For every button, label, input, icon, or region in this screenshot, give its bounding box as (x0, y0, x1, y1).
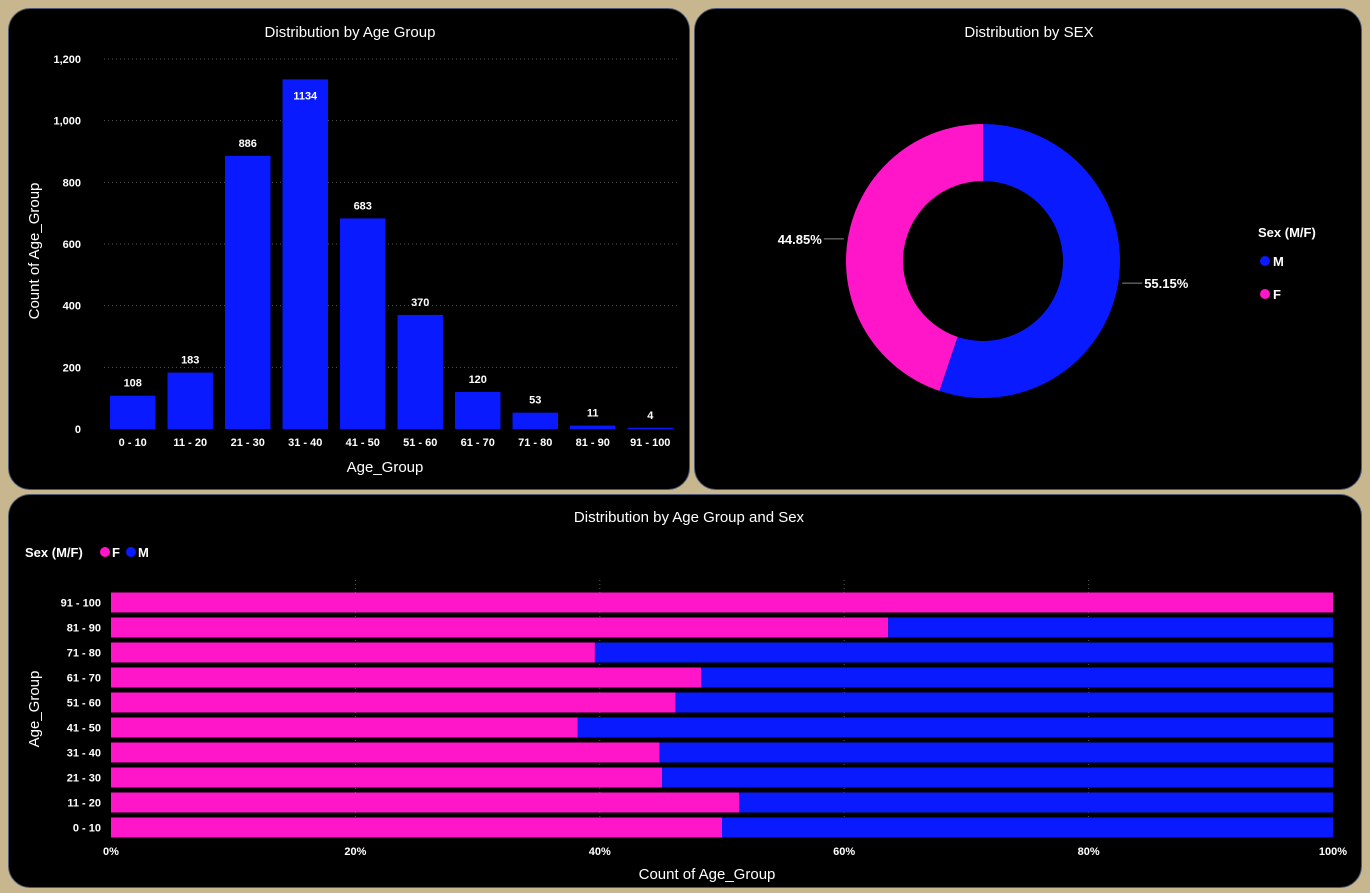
bar (512, 412, 558, 429)
slice-label: 44.85% (778, 232, 823, 247)
legend-title: Sex (M/F) (25, 545, 83, 560)
legend-entry: M (1273, 254, 1284, 269)
bar-segment-m (722, 817, 1333, 838)
x-axis-label: Count of Age_Group (639, 866, 776, 883)
sex-donut-chart: Distribution by SEX 55.15% 44.85% Sex (M/… (778, 24, 1316, 398)
age-group-chart-panel: Distribution by Age Group 0 200 400 600 800 1… (8, 8, 690, 490)
x-tick-label: 11 - 20 (173, 437, 207, 449)
y-tick-label: 31 - 40 (67, 748, 101, 760)
bar (225, 155, 271, 430)
legend-entry: F (112, 545, 120, 560)
x-tick-label: 21 - 30 (231, 437, 265, 449)
x-tick-label: 40% (589, 846, 611, 858)
age-group-bar-chart: Distribution by Age Group 0 200 400 600 800 1… (26, 24, 679, 476)
y-tick-label: 800 (63, 177, 81, 189)
bar-segment-f (111, 592, 1333, 613)
data-label: 183 (181, 355, 199, 367)
x-tick-label: 51 - 60 (403, 437, 437, 449)
x-tick-label: 0% (103, 846, 119, 858)
age-sex-stacked-chart-panel: Distribution by Age Group and Sex Sex (M… (8, 494, 1362, 888)
legend-marker (1260, 289, 1270, 299)
y-tick-label: 11 - 20 (67, 798, 101, 810)
y-tick-label: 51 - 60 (67, 698, 101, 710)
bar-segment-m (739, 792, 1333, 813)
bar (627, 427, 673, 429)
legend-marker (1260, 256, 1270, 266)
bar (397, 314, 443, 429)
bar-segment-f (111, 742, 660, 763)
bar-segment-f (111, 642, 595, 663)
y-axis-label: Count of Age_Group (26, 183, 43, 320)
data-label: 4 (647, 410, 654, 422)
data-label: 683 (354, 200, 372, 212)
bar-segment-m (594, 642, 1333, 663)
bar-segment-f (111, 667, 702, 688)
bar-segment-f (111, 792, 740, 813)
x-axis-label: Age_Group (347, 459, 424, 476)
data-label: 120 (469, 374, 487, 386)
legend-marker (100, 547, 110, 557)
y-tick-label: 400 (63, 301, 81, 313)
bar (167, 372, 213, 429)
donut-slice-m (939, 124, 1120, 398)
age-sex-stacked-bar-chart: Distribution by Age Group and Sex Sex (M… (25, 509, 1347, 883)
slice-label: 55.15% (1144, 276, 1189, 291)
y-tick-label: 21 - 30 (67, 773, 101, 785)
legend-title: Sex (M/F) (1258, 225, 1316, 240)
bar-segment-m (659, 742, 1333, 763)
legend-entry: M (138, 545, 149, 560)
x-tick-label: 80% (1078, 846, 1100, 858)
bar (110, 395, 156, 429)
x-tick-label: 60% (833, 846, 855, 858)
bar (340, 218, 386, 429)
bar-segment-m (662, 767, 1333, 788)
y-axis-label: Age_Group (26, 671, 43, 748)
y-tick-label: 0 - 10 (73, 823, 101, 835)
y-tick-label: 91 - 100 (61, 598, 101, 610)
chart-title: Distribution by SEX (964, 24, 1093, 41)
bar-segment-f (111, 692, 676, 713)
bar (455, 392, 501, 429)
data-label: 370 (411, 297, 429, 309)
data-label: 11 (587, 408, 599, 420)
x-tick-label: 81 - 90 (576, 437, 610, 449)
y-tick-label: 61 - 70 (67, 673, 101, 685)
x-tick-label: 61 - 70 (461, 437, 495, 449)
y-tick-label: 1,000 (53, 116, 81, 128)
bar-segment-m (888, 617, 1333, 638)
chart-title: Distribution by Age Group and Sex (574, 509, 805, 526)
bar-segment-f (111, 817, 722, 838)
data-label: 886 (239, 138, 257, 150)
donut-slice-f (846, 123, 983, 391)
bar (570, 425, 616, 429)
y-tick-label: 1,200 (53, 54, 81, 66)
bar-segment-m (701, 667, 1333, 688)
x-tick-label: 91 - 100 (630, 437, 670, 449)
bar-segment-f (111, 767, 663, 788)
bar-segment-f (111, 617, 889, 638)
bar-segment-f (111, 717, 578, 738)
x-tick-label: 71 - 80 (518, 437, 552, 449)
y-tick-label: 200 (63, 362, 81, 374)
x-tick-label: 100% (1319, 846, 1347, 858)
x-tick-label: 20% (344, 846, 366, 858)
chart-title: Distribution by Age Group (265, 24, 436, 41)
bar (282, 79, 328, 429)
bar-segment-m (675, 692, 1333, 713)
data-label: 1134 (293, 90, 318, 102)
y-tick-label: 71 - 80 (67, 648, 101, 660)
sex-donut-chart-panel: Distribution by SEX 55.15% 44.85% Sex (M/… (694, 8, 1362, 490)
bar-segment-m (577, 717, 1333, 738)
data-label: 108 (124, 378, 142, 390)
y-tick-label: 41 - 50 (67, 723, 101, 735)
x-tick-label: 41 - 50 (346, 437, 380, 449)
y-tick-label: 81 - 90 (67, 623, 101, 635)
legend-marker (126, 547, 136, 557)
x-tick-label: 0 - 10 (119, 437, 147, 449)
y-tick-label: 0 (75, 424, 81, 436)
legend-entry: F (1273, 287, 1281, 302)
data-label: 53 (529, 395, 541, 407)
y-tick-label: 600 (63, 239, 81, 251)
x-tick-label: 31 - 40 (288, 437, 322, 449)
